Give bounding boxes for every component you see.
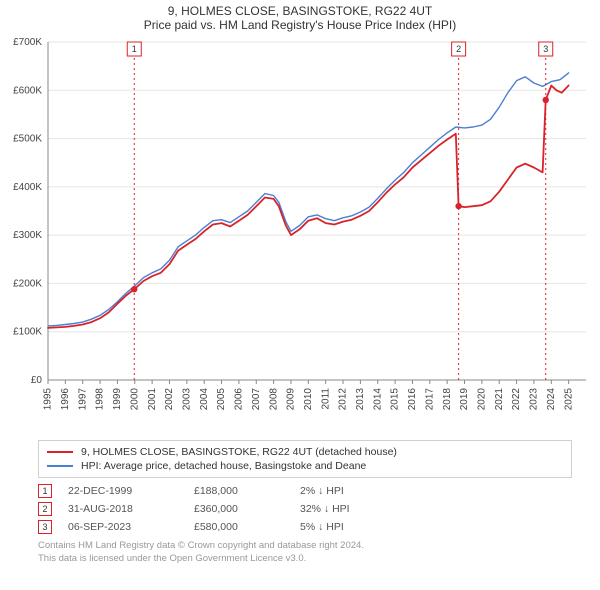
svg-text:£500K: £500K	[13, 134, 42, 145]
legend-label: HPI: Average price, detached house, Basi…	[81, 459, 366, 473]
svg-text:2009: 2009	[286, 388, 297, 411]
svg-text:2023: 2023	[529, 388, 540, 411]
svg-text:2013: 2013	[355, 388, 366, 411]
event-badge: 2	[38, 502, 52, 516]
events-table: 1 22-DEC-1999 £188,000 2% ↓ HPI 2 31-AUG-2018…	[38, 482, 572, 536]
svg-text:1: 1	[132, 44, 137, 54]
svg-text:£400K: £400K	[13, 182, 42, 193]
event-badge: 3	[38, 520, 52, 534]
svg-text:2002: 2002	[164, 388, 175, 411]
svg-text:2007: 2007	[251, 388, 262, 411]
svg-text:2019: 2019	[459, 388, 470, 411]
legend-label: 9, HOLMES CLOSE, BASINGSTOKE, RG22 4UT (…	[81, 445, 397, 459]
svg-text:2010: 2010	[303, 388, 314, 411]
svg-text:2020: 2020	[477, 388, 488, 411]
event-price: £580,000	[194, 521, 284, 533]
event-price: £360,000	[194, 503, 284, 515]
legend-box: 9, HOLMES CLOSE, BASINGSTOKE, RG22 4UT (…	[38, 440, 572, 478]
svg-text:£700K: £700K	[13, 37, 42, 48]
chart-subtitle: Price paid vs. HM Land Registry's House …	[0, 18, 600, 34]
svg-text:2014: 2014	[372, 388, 383, 411]
svg-text:2015: 2015	[390, 388, 401, 411]
event-price: £188,000	[194, 485, 284, 497]
svg-text:£100K: £100K	[13, 327, 42, 338]
event-date: 06-SEP-2023	[68, 521, 178, 533]
svg-text:£300K: £300K	[13, 230, 42, 241]
svg-text:1998: 1998	[95, 388, 106, 411]
svg-text:£600K: £600K	[13, 85, 42, 96]
legend-swatch	[47, 465, 73, 467]
chart-svg: £0 £100K £200K £300K £400K £500K £600K £700K 199…	[0, 34, 600, 434]
svg-text:1999: 1999	[112, 388, 123, 411]
event-row: 1 22-DEC-1999 £188,000 2% ↓ HPI	[38, 482, 572, 500]
svg-text:£0: £0	[31, 375, 43, 386]
svg-text:2004: 2004	[199, 388, 210, 411]
chart-area: £0 £100K £200K £300K £400K £500K £600K £700K 199…	[0, 34, 600, 434]
event-diff: 2% ↓ HPI	[300, 485, 390, 497]
svg-text:2017: 2017	[424, 388, 435, 411]
legend-row: HPI: Average price, detached house, Basi…	[47, 459, 563, 473]
svg-text:3: 3	[543, 44, 548, 54]
chart-title: 9, HOLMES CLOSE, BASINGSTOKE, RG22 4UT	[0, 0, 600, 18]
event-diff: 5% ↓ HPI	[300, 521, 390, 533]
svg-text:2000: 2000	[129, 388, 140, 411]
svg-text:£200K: £200K	[13, 278, 42, 289]
svg-text:2001: 2001	[147, 388, 158, 411]
svg-text:1996: 1996	[60, 388, 71, 411]
svg-text:2008: 2008	[268, 388, 279, 411]
svg-text:2012: 2012	[338, 388, 349, 411]
svg-text:1997: 1997	[77, 388, 88, 411]
svg-text:2: 2	[456, 44, 461, 54]
svg-text:2022: 2022	[511, 388, 522, 411]
footer-line-1: Contains HM Land Registry data © Crown c…	[38, 540, 572, 552]
svg-text:1995: 1995	[43, 388, 54, 411]
svg-text:2011: 2011	[320, 388, 331, 410]
svg-text:2024: 2024	[546, 388, 557, 411]
event-row: 2 31-AUG-2018 £360,000 32% ↓ HPI	[38, 500, 572, 518]
event-row: 3 06-SEP-2023 £580,000 5% ↓ HPI	[38, 518, 572, 536]
event-date: 31-AUG-2018	[68, 503, 178, 515]
event-diff: 32% ↓ HPI	[300, 503, 390, 515]
svg-text:2018: 2018	[442, 388, 453, 411]
event-date: 22-DEC-1999	[68, 485, 178, 497]
legend-swatch	[47, 451, 73, 453]
footer-line-2: This data is licensed under the Open Gov…	[38, 553, 572, 565]
legend-row: 9, HOLMES CLOSE, BASINGSTOKE, RG22 4UT (…	[47, 445, 563, 459]
svg-text:2005: 2005	[216, 388, 227, 411]
svg-text:2003: 2003	[181, 388, 192, 411]
event-badge: 1	[38, 484, 52, 498]
svg-text:2025: 2025	[563, 388, 574, 411]
footer-attribution: Contains HM Land Registry data © Crown c…	[38, 540, 572, 565]
svg-text:2021: 2021	[494, 388, 505, 411]
svg-text:2006: 2006	[234, 388, 245, 411]
svg-text:2016: 2016	[407, 388, 418, 411]
